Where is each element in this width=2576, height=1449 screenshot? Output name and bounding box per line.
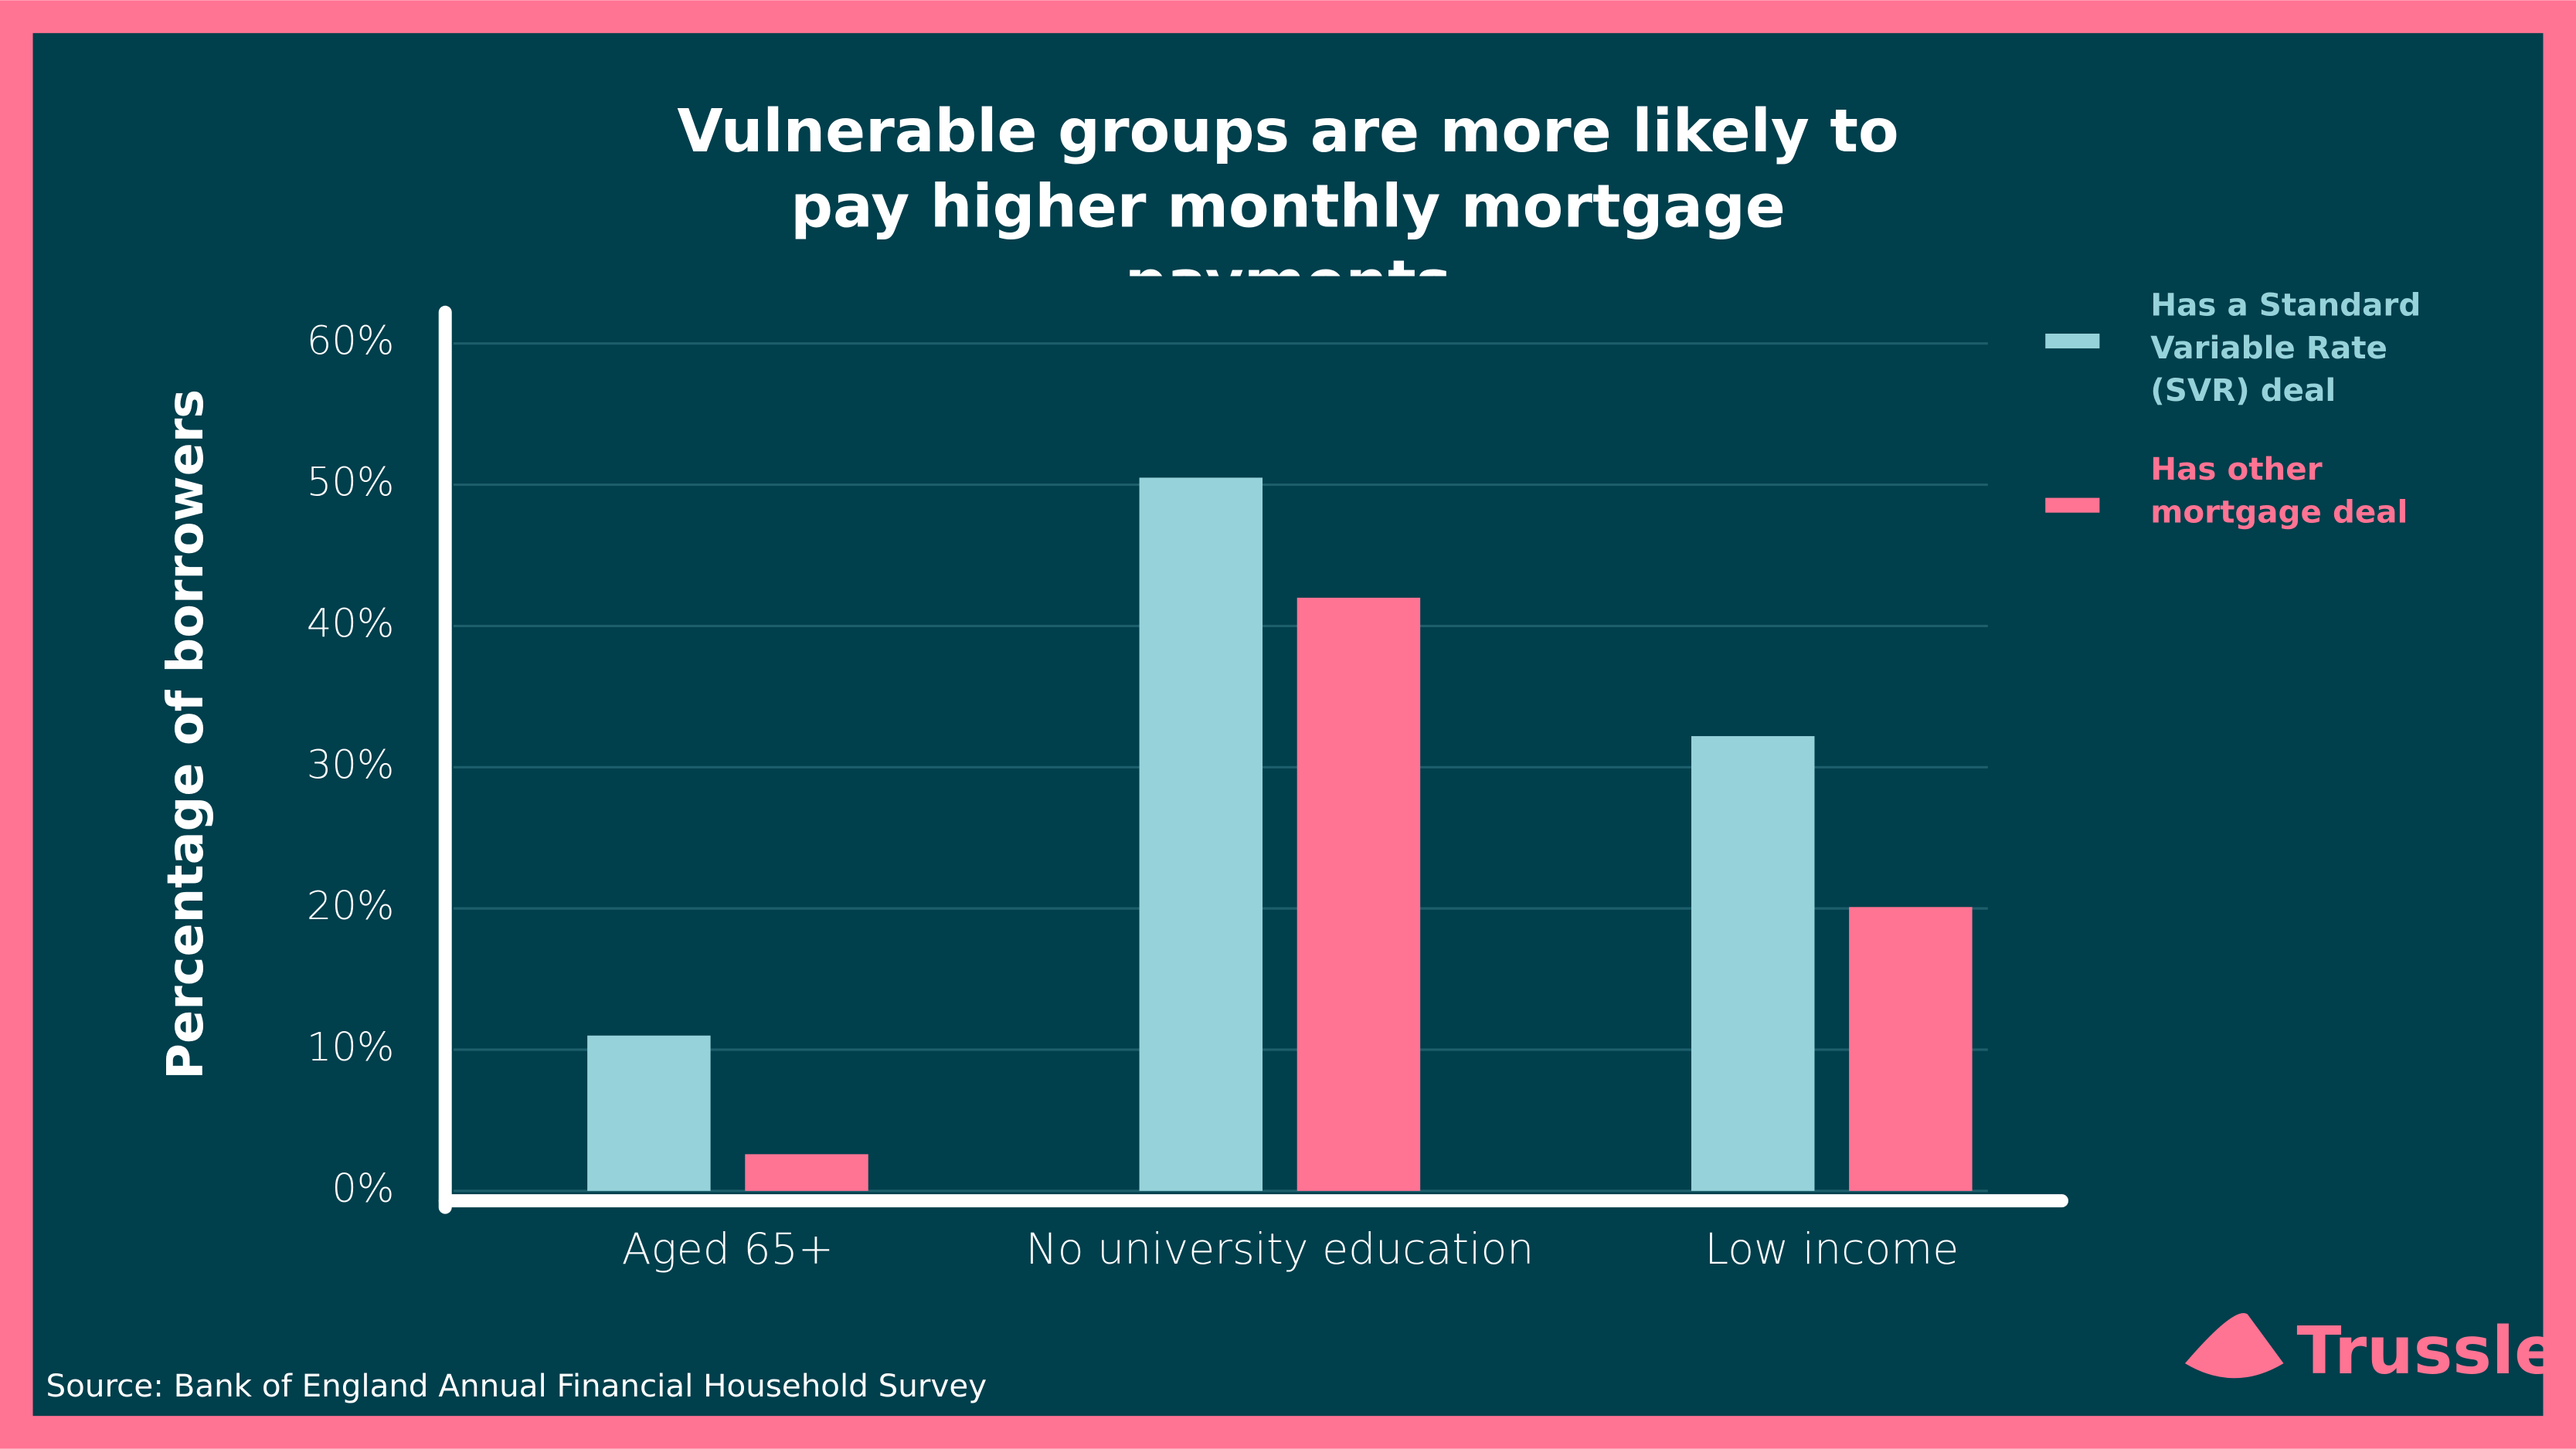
bar bbox=[745, 1154, 868, 1191]
source: Source: Bank of England Annual Financial… bbox=[46, 1368, 987, 1404]
title-box: Vulnerable groups are more likely to pay… bbox=[677, 98, 1899, 277]
legend-box: Has other mortgage deal bbox=[2150, 452, 2408, 531]
bar bbox=[1139, 477, 1263, 1191]
x-tick-label: No university education bbox=[1025, 1225, 1534, 1274]
logo: Trussle bbox=[2297, 1313, 2559, 1390]
chart-title: Vulnerable groups are more likely to pay… bbox=[677, 98, 1899, 277]
logo-icon bbox=[2184, 1313, 2284, 1379]
legend-label: Has a Standard Variable Rate (SVR) deal bbox=[2150, 287, 2421, 409]
y-axis-label: Percentage of borrowers bbox=[158, 389, 215, 1080]
y-tick-label: 10% bbox=[307, 1025, 394, 1071]
y-tick-label: 40% bbox=[307, 601, 394, 646]
legend-swatch bbox=[2045, 333, 2100, 349]
legend-box: Has a Standard Variable Rate (SVR) deal bbox=[2150, 287, 2421, 409]
y-tick-label: 60% bbox=[307, 319, 394, 365]
y-tick-label: 50% bbox=[307, 460, 394, 506]
y-tick-label: 20% bbox=[307, 884, 394, 929]
legend-swatch bbox=[2045, 497, 2100, 513]
x-tick-label: Low income bbox=[1704, 1225, 1959, 1274]
y-tick-label: 30% bbox=[307, 742, 394, 788]
y-tick-label: 0% bbox=[331, 1166, 394, 1212]
legend-label: Has other mortgage deal bbox=[2150, 452, 2408, 531]
x-tick-label: Aged 65+ bbox=[622, 1225, 834, 1274]
bar bbox=[1691, 736, 1815, 1191]
bar bbox=[587, 1035, 711, 1191]
bar bbox=[1849, 907, 1973, 1191]
bar bbox=[1296, 597, 1421, 1191]
